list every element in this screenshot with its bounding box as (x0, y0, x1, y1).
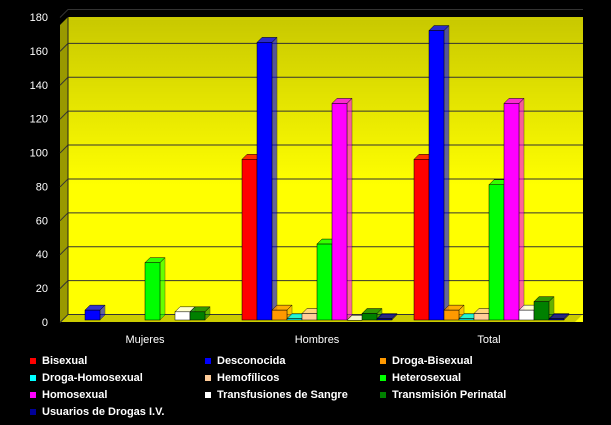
legend-swatch (30, 375, 36, 381)
legend-swatch (205, 392, 211, 398)
legend-swatch (380, 375, 386, 381)
gridline (59, 9, 583, 18)
y-tick-label: 180 (30, 12, 48, 24)
bar-side (443, 24, 450, 321)
legend-label: Transmisión Perinatal (392, 389, 507, 401)
y-tick-label: 0 (42, 317, 48, 329)
bar-side (271, 36, 278, 321)
bar-bisexual (413, 159, 430, 321)
legend-label: Heterosexual (392, 372, 462, 384)
gridline (59, 314, 583, 323)
bar-desconocida (84, 309, 101, 321)
legend-label: Bisexual (42, 355, 88, 367)
legend-swatch (380, 358, 386, 364)
legend-item: Heterosexual (380, 372, 461, 384)
x-tick-label: Hombres (295, 334, 340, 346)
legend-swatch (380, 392, 386, 398)
legend-swatch (205, 375, 211, 381)
legend-swatch (30, 358, 36, 364)
legend-label: Homosexual (42, 389, 108, 401)
y-tick-label: 140 (30, 80, 48, 92)
bar-hemof-licos (301, 313, 318, 321)
y-tick-label: 60 (36, 215, 48, 227)
bar-droga-homosexual (458, 318, 475, 321)
y-tick-label: 20 (36, 283, 48, 295)
bar-transfusiones-de-sangre (518, 309, 535, 321)
y-tick-label: 80 (36, 181, 48, 193)
bar-droga-bisexual (443, 309, 460, 321)
legend-label: Droga-Homosexual (42, 372, 143, 384)
legend-label: Hemofílicos (217, 372, 280, 384)
legend-item: Hemofílicos (205, 372, 279, 384)
legend-item: Desconocida (205, 355, 285, 367)
bar-desconocida (256, 42, 273, 321)
y-tick-label: 40 (36, 249, 48, 261)
bar-transfusiones-de-sangre (174, 311, 191, 321)
x-tick-label: Total (477, 334, 500, 346)
legend-item: Usuarios de Drogas I.V. (30, 406, 164, 418)
bar-side (346, 97, 353, 321)
bar-desconocida (428, 30, 445, 321)
legend-item: Transmisión Perinatal (380, 389, 506, 401)
bar-transmisi-n-perinatal (189, 311, 206, 321)
bar-heterosexual (144, 262, 161, 321)
bar-homosexual (331, 103, 348, 321)
bar-transmisi-n-perinatal (533, 301, 550, 321)
legend-item: Droga-Homosexual (30, 372, 143, 384)
legend-swatch (205, 358, 211, 364)
y-tick-label: 160 (30, 46, 48, 58)
bar-side (159, 257, 166, 321)
x-tick-label: Mujeres (125, 334, 165, 346)
legend-swatch (30, 409, 36, 415)
bar-heterosexual (316, 243, 333, 321)
legend-label: Usuarios de Drogas I.V. (42, 406, 165, 418)
legend-item: Bisexual (30, 355, 87, 367)
bar-droga-bisexual (271, 309, 288, 321)
legend-swatch (30, 392, 36, 398)
bar-chart: 0 20 40 60 80 100 120 140 160 180 Mujeres Hombres To… (30, 9, 583, 346)
bar-bisexual (241, 159, 258, 321)
bar-usuarios-de-drogas-i-v- (376, 318, 393, 321)
legend-item: Droga-Bisexual (380, 355, 473, 367)
legend-label: Desconocida (217, 355, 286, 367)
bar-droga-homosexual (286, 318, 303, 321)
bar-transmisi-n-perinatal (361, 313, 378, 321)
bar-homosexual (503, 103, 520, 321)
legend-label: Droga-Bisexual (392, 355, 473, 367)
side-wall (60, 17, 68, 322)
bar-heterosexual (488, 184, 505, 321)
bar-usuarios-de-drogas-i-v- (548, 318, 565, 321)
bar-hemof-licos (473, 313, 490, 321)
y-tick-label: 100 (30, 148, 48, 160)
legend-item: Homosexual (30, 389, 107, 401)
y-tick-label: 120 (30, 114, 48, 126)
legend-item: Transfusiones de Sangre (205, 389, 348, 401)
bar-side (518, 97, 525, 321)
legend-label: Transfusiones de Sangre (217, 389, 348, 401)
